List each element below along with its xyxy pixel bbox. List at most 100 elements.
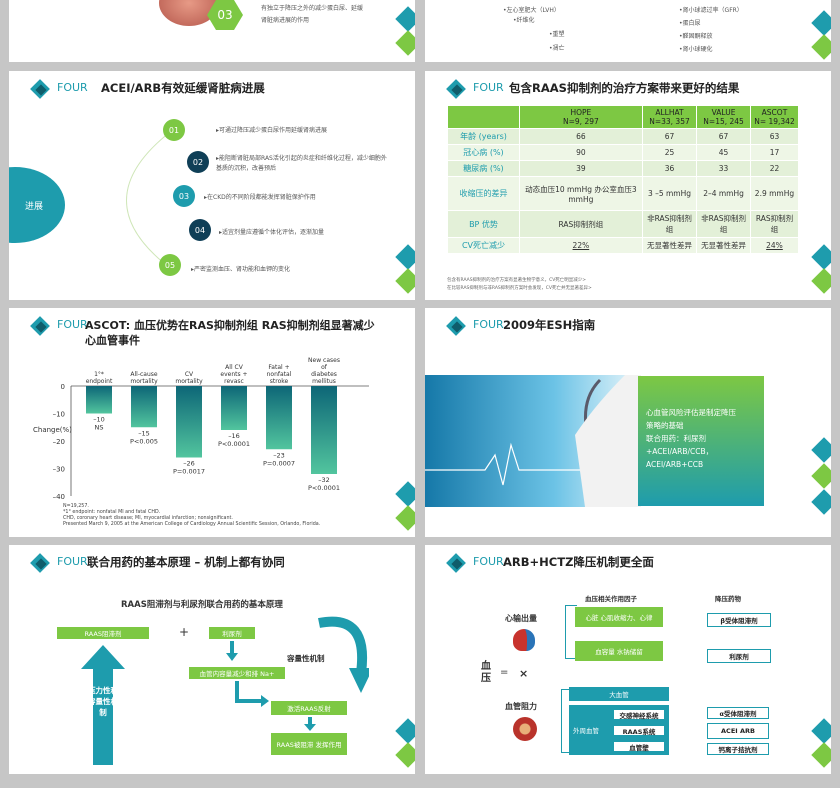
p-value-label: NS	[95, 424, 104, 432]
arrow-down-icon	[226, 641, 238, 661]
table-cell: 39	[519, 160, 643, 177]
slide-title: 2009年ESH指南	[503, 318, 596, 332]
plus-sign: +	[179, 625, 190, 639]
item-text-03: ▸在CKD的不同阶段都能发挥肾脏保护作用	[204, 194, 316, 201]
alpha-blocker-box: α受体阻滞剂	[707, 707, 769, 719]
value-label: –16	[228, 432, 240, 440]
column-n: N=33, 357	[649, 117, 690, 126]
description-line-2: 肾脏病进展的作用	[261, 17, 310, 24]
corner-decoration	[389, 240, 415, 300]
sympathetic-box: 交感神经系统	[613, 709, 665, 720]
category-label: All-cause	[130, 371, 158, 378]
column-name: HOPE	[570, 108, 592, 117]
p-value-label: P<0.005	[130, 437, 158, 445]
slide-acei-arb: FOUR ACEI/ARB有效延缓肾脏病进展 进展 01 ▸可通过降压减少蛋白尿…	[9, 71, 415, 300]
category-label: stroke	[270, 378, 289, 385]
header-cell: VALUE N=15, 245	[696, 105, 751, 129]
left-item: •左心室肥大（LVH）	[503, 7, 560, 14]
doctor-image	[425, 375, 641, 507]
table-cell: 24%	[749, 237, 800, 254]
arc-connector	[126, 128, 175, 272]
chart-note: N=19,257.	[63, 504, 89, 509]
item-text-02: ▸能阻断肾脏局部RAS活化引起的炎症和纤维化过程，减少细胞外基质的沉积，改善预后	[216, 155, 387, 172]
item-circle-03: 03	[173, 185, 195, 207]
bar	[131, 386, 157, 428]
table-cell: 无显著性差异	[641, 237, 698, 254]
section-label: FOUR	[57, 318, 88, 331]
table-cell: 90	[519, 144, 643, 161]
capacity-mechanism-label: 容量性机制	[287, 654, 325, 663]
slide-title: ACEI/ARB有效延缓肾脏病进展	[101, 81, 265, 95]
column-name: ASCOT	[761, 108, 788, 117]
right-item: •蛋白尿	[679, 20, 701, 27]
item-text-01: ▸可通过降压减少蛋白尿作用延缓肾病进展	[216, 127, 328, 134]
table-cell: 2–4 mmHg	[696, 176, 751, 211]
table-cell: 67	[641, 128, 698, 145]
heart-box: 心脏 心肌收缩力、心律	[575, 607, 663, 627]
row-label: CV死亡减少	[447, 237, 520, 254]
description-line-1: 有独立于降压之外的减少蛋白尿、延缓	[261, 5, 364, 12]
slide-header: FOUR 2009年ESH指南	[425, 308, 831, 344]
left-item: •重塑	[549, 31, 565, 38]
bar	[266, 386, 292, 450]
chart-note: CHD, coronary heart disease; MI, myocard…	[63, 516, 233, 521]
y-axis-label: Change(%)	[33, 426, 72, 434]
guideline-box: 心血管风险评估是制定降压 策略的基础 联合用药：利尿剂 +ACEI/ARB/CC…	[638, 376, 764, 506]
table-row: BP 优势 RAS抑制剂组 非RAS抑制剂组 非RAS抑制剂组 RAS抑制剂组	[447, 210, 800, 238]
bp-label: 血压	[481, 661, 491, 684]
corner-decoration	[389, 0, 415, 60]
table-cell: RAS抑制剂组	[519, 210, 643, 238]
diuretic-box: 利尿剂	[209, 627, 255, 639]
slide-title: ARB+HCTZ降压机制更全面	[503, 555, 654, 569]
slide-header: FOUR ASCOT: 血压优势在RAS抑制剂组 RAS抑制剂组显著减少 心血管…	[9, 308, 415, 347]
table-header-row: HOPE N=9, 297 ALLHAT N=33, 357 VALUE N=15, …	[447, 105, 800, 129]
large-vessel-box: 大血管	[569, 687, 669, 701]
arrow-up-icon	[81, 645, 125, 765]
raas-system-box: RAAS系统	[613, 725, 665, 736]
table-cell: 36	[641, 160, 698, 177]
guideline-line: ACEI/ARB+CCB	[646, 460, 704, 469]
row-label: 收缩压的差异	[447, 176, 520, 211]
table-cell: 66	[519, 128, 643, 145]
slide-ascot-chart: FOUR ASCOT: 血压优势在RAS抑制剂组 RAS抑制剂组显著减少 心血管…	[9, 308, 415, 537]
column-n: N= 19,342	[754, 117, 795, 126]
pressure-mechanism-label: 压力性和容量性机制	[88, 686, 118, 717]
p-value-label: P<0.0001	[308, 484, 340, 492]
slide-top-right: •左心室肥大（LVH） •纤维化 •重塑 •凋亡 •肾小球滤过率（GFR） •蛋…	[425, 0, 831, 62]
table-cell: 25	[641, 144, 698, 161]
row-label: 年龄 (years)	[447, 128, 520, 145]
section-label: FOUR	[57, 81, 88, 94]
heart-icon	[513, 629, 535, 651]
corner-decoration	[805, 427, 831, 537]
slide-title-line2: 心血管事件	[85, 334, 140, 347]
chart-note: Presented March 9, 2005 at the American …	[63, 522, 321, 527]
category-label: diabetes	[311, 371, 337, 378]
row-label: BP 优势	[447, 210, 520, 238]
footnote: 包含有RAAS抑制剂的治疗方案有显著生物学意义，CV死亡明显减少>	[447, 278, 587, 283]
header-cell: ALLHAT N=33, 357	[641, 105, 698, 129]
category-label: revasc	[224, 378, 244, 385]
slide-header: FOUR ARB+HCTZ降压机制更全面	[425, 545, 831, 581]
arrow-down-icon-2	[304, 717, 316, 731]
cardiac-output-label: 心输出量	[505, 614, 537, 623]
section-label: FOUR	[473, 555, 504, 568]
item-circle-04: 04	[189, 219, 211, 241]
column-n: N=9, 297	[563, 117, 599, 126]
table-cell: 3 –5 mmHg	[641, 176, 698, 211]
bar	[311, 386, 337, 474]
y-tick-label: –20	[53, 438, 65, 446]
p-value-label: P=0.0007	[263, 459, 295, 467]
category-label: nonfatal	[267, 371, 292, 378]
table-cell: 2.9 mmHg	[749, 176, 800, 211]
column-header-factor: 血压相关作用因子	[585, 595, 637, 603]
slide-top-left: 03 有独立于降压之外的减少蛋白尿、延缓 肾脏病进展的作用	[9, 0, 415, 62]
times-sign: ×	[519, 667, 529, 680]
p-value-label: P<0.0001	[218, 440, 250, 448]
table-cell: 22	[749, 160, 800, 177]
guideline-line: +ACEI/ARB/CCB，	[646, 447, 714, 456]
right-item: •肾小球硬化	[679, 46, 713, 53]
guideline-line: 心血管风险评估是制定降压	[646, 408, 736, 417]
y-tick-label: –10	[53, 411, 65, 419]
column-header-drug: 降压药物	[715, 595, 741, 603]
acei-arb-box: ACEI ARB	[707, 723, 769, 739]
